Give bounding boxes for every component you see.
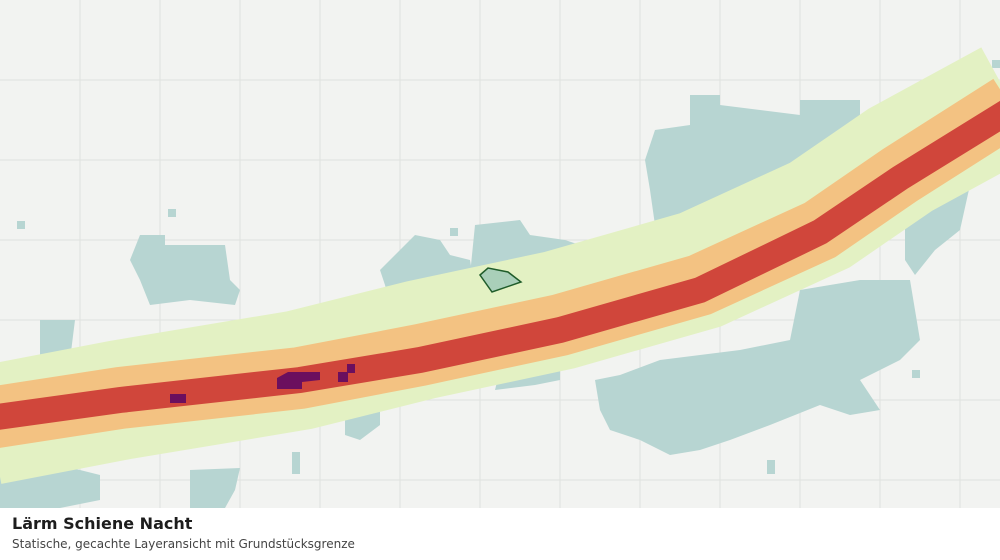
layer-title: Lärm Schiene Nacht xyxy=(12,514,193,533)
caption-panel: Lärm Schiene Nacht Statische, gecachte L… xyxy=(0,508,1000,560)
noise-bands xyxy=(0,47,1000,484)
layer-subtitle: Statische, gecachte Layeransicht mit Gru… xyxy=(12,537,355,551)
noise-zone-extreme xyxy=(170,364,355,403)
noise-zone-very-high xyxy=(0,100,1000,430)
parcel-boundary[interactable] xyxy=(478,267,523,293)
map-canvas xyxy=(0,0,1000,508)
